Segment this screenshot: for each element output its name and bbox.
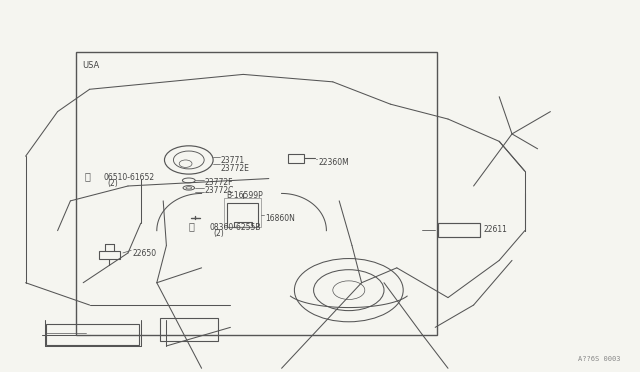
Text: 23772E: 23772E	[221, 164, 250, 173]
Text: B-16599P: B-16599P	[227, 191, 263, 200]
Text: A??6S 0003: A??6S 0003	[579, 356, 621, 362]
Bar	[438, 223, 480, 237]
Text: 06510-61652: 06510-61652	[104, 173, 155, 182]
Text: USA: USA	[82, 61, 99, 70]
Bar	[234, 222, 252, 227]
Text: (2): (2)	[108, 179, 118, 187]
Bar	[160, 318, 218, 341]
Bar	[76, 52, 437, 335]
Text: 08360-6255B: 08360-6255B	[209, 223, 260, 232]
Text: 22611: 22611	[483, 225, 507, 234]
Text: 22650: 22650	[132, 249, 157, 258]
Bar	[288, 154, 304, 163]
Bar	[46, 324, 139, 345]
Text: Ⓢ: Ⓢ	[189, 221, 195, 231]
Text: (2): (2)	[213, 229, 224, 238]
Text: 23772C: 23772C	[205, 186, 234, 195]
Text: Ⓢ: Ⓢ	[84, 171, 90, 181]
Text: 23771: 23771	[221, 156, 245, 165]
Bar	[227, 203, 258, 227]
Text: 23772F: 23772F	[205, 178, 234, 187]
Bar	[224, 198, 261, 227]
Text: 22360M: 22360M	[319, 158, 349, 167]
Bar	[99, 251, 120, 259]
Text: 16860N: 16860N	[266, 214, 296, 223]
